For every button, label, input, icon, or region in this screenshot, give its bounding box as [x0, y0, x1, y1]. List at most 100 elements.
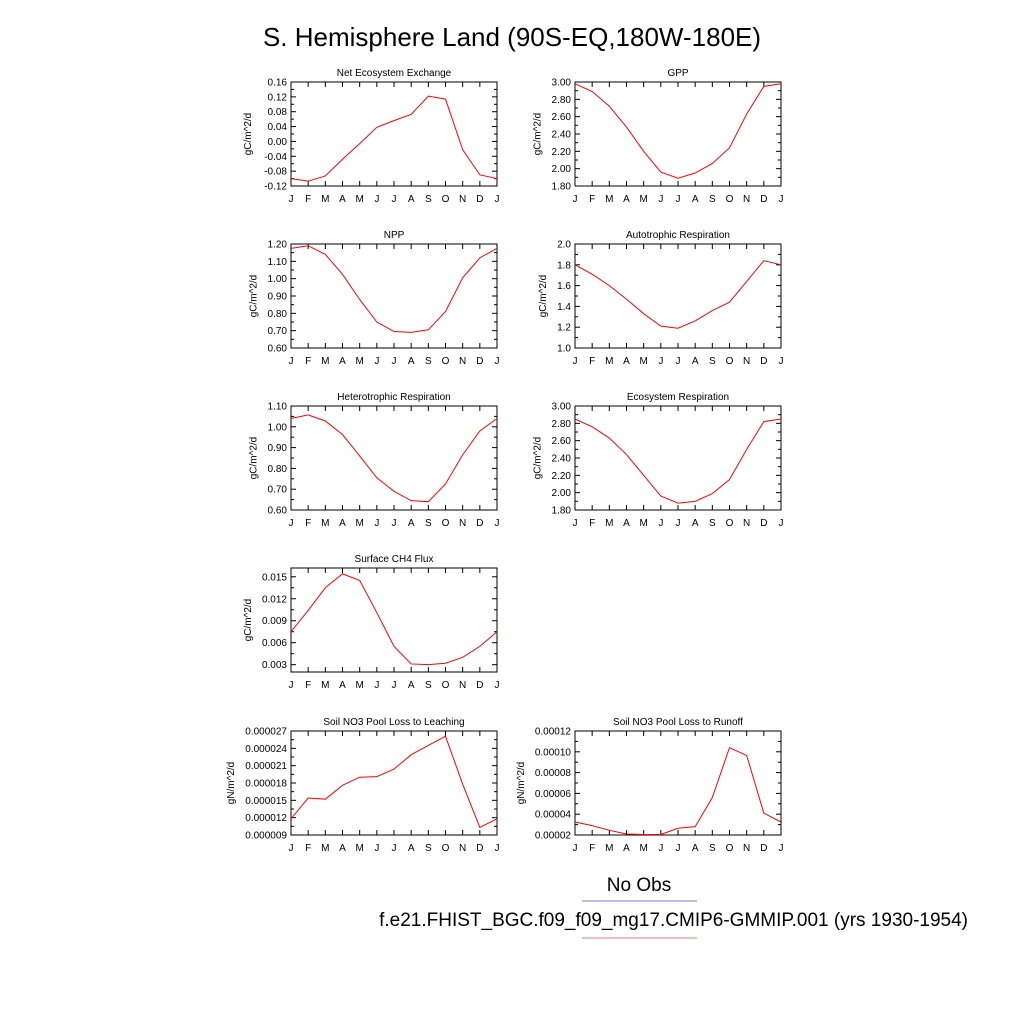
- x-tick-label: A: [339, 356, 346, 367]
- y-tick-label: 1.00: [268, 422, 288, 433]
- x-tick-label: J: [374, 518, 379, 529]
- x-tick-label: N: [459, 680, 466, 691]
- x-tick-label: M: [321, 356, 329, 367]
- x-tick-label: J: [392, 356, 397, 367]
- x-tick-label: M: [321, 518, 329, 529]
- x-tick-label: J: [374, 356, 379, 367]
- x-tick-label: D: [476, 356, 483, 367]
- series-line: [574, 418, 782, 504]
- x-tick-label: O: [442, 194, 450, 205]
- y-tick-label: 0.16: [268, 78, 288, 89]
- x-tick-label: M: [321, 843, 329, 854]
- x-tick-label: J: [495, 843, 500, 854]
- x-tick-label: D: [476, 194, 483, 205]
- series-line: [574, 746, 782, 835]
- y-tick-label: 0.00: [268, 137, 288, 148]
- y-tick-label: 0.000027: [245, 727, 287, 738]
- figure-title: S. Hemisphere Land (90S-EQ,180W-180E): [263, 22, 761, 52]
- x-tick-label: M: [355, 843, 363, 854]
- x-tick-label: O: [726, 194, 734, 205]
- y-tick-label: 0.12: [268, 92, 288, 103]
- x-tick-label: S: [425, 518, 432, 529]
- x-tick-label: J: [779, 356, 784, 367]
- y-tick-label: 2.20: [552, 471, 572, 482]
- x-tick-label: A: [623, 518, 630, 529]
- y-tick-label: 0.009: [262, 616, 287, 627]
- y-tick-label: 1.10: [268, 257, 288, 268]
- x-tick-label: M: [355, 194, 363, 205]
- x-tick-label: J: [495, 680, 500, 691]
- panel-title: Autotrophic Respiration: [626, 230, 730, 241]
- x-tick-label: S: [709, 356, 716, 367]
- x-tick-label: O: [442, 356, 450, 367]
- x-tick-label: J: [658, 194, 663, 205]
- x-tick-label: S: [709, 843, 716, 854]
- x-tick-label: M: [355, 518, 363, 529]
- x-tick-label: O: [726, 518, 734, 529]
- x-tick-label: M: [605, 194, 613, 205]
- y-tick-label: 2.20: [552, 147, 572, 158]
- y-tick-label: 2.40: [552, 454, 572, 465]
- x-tick-label: D: [760, 194, 767, 205]
- y-tick-label: 0.00010: [535, 747, 572, 758]
- y-tick-label: 1.00: [268, 274, 288, 285]
- y-tick-label: 2.60: [552, 112, 572, 123]
- x-tick-label: N: [459, 194, 466, 205]
- panel-title: NPP: [384, 230, 405, 241]
- plot-frame: [290, 567, 498, 673]
- x-tick-label: F: [305, 194, 311, 205]
- x-tick-label: M: [321, 194, 329, 205]
- y-tick-label: 0.04: [268, 122, 288, 133]
- x-tick-label: D: [760, 356, 767, 367]
- series-line: [290, 573, 498, 666]
- x-tick-label: D: [476, 843, 483, 854]
- x-tick-label: N: [743, 356, 750, 367]
- x-tick-label: M: [605, 356, 613, 367]
- y-tick-label: 0.000018: [245, 779, 287, 790]
- panel-title: Heterotrophic Respiration: [337, 392, 450, 403]
- y-tick-label: 1.4: [557, 302, 571, 313]
- x-tick-label: D: [760, 518, 767, 529]
- y-tick-label: 1.6: [557, 281, 571, 292]
- x-tick-label: J: [676, 356, 681, 367]
- x-tick-label: O: [726, 843, 734, 854]
- x-tick-label: S: [709, 518, 716, 529]
- y-tick-label: 0.000015: [245, 796, 287, 807]
- plot-frame: [574, 81, 782, 187]
- x-tick-label: A: [408, 680, 415, 691]
- x-tick-label: J: [658, 356, 663, 367]
- y-tick-label: 0.80: [268, 309, 288, 320]
- y-axis-label: gC/m^2/d: [538, 275, 549, 318]
- x-tick-label: O: [442, 680, 450, 691]
- x-tick-label: J: [374, 843, 379, 854]
- x-tick-label: O: [442, 843, 450, 854]
- panel-title: Surface CH4 Flux: [355, 554, 434, 565]
- x-tick-label: J: [676, 843, 681, 854]
- y-axis-label: gC/m^2/d: [249, 437, 260, 480]
- y-tick-label: 1.10: [268, 402, 288, 413]
- x-tick-label: J: [392, 843, 397, 854]
- x-tick-label: A: [692, 518, 699, 529]
- x-tick-label: N: [743, 194, 750, 205]
- y-tick-label: 0.60: [268, 506, 288, 517]
- x-tick-label: A: [692, 356, 699, 367]
- y-tick-label: -0.04: [264, 152, 287, 163]
- x-tick-label: F: [589, 518, 595, 529]
- y-tick-label: 0.90: [268, 292, 288, 303]
- x-tick-label: J: [289, 518, 294, 529]
- x-tick-label: J: [573, 356, 578, 367]
- x-tick-label: A: [408, 518, 415, 529]
- x-tick-label: N: [743, 843, 750, 854]
- y-tick-label: 0.00008: [535, 768, 572, 779]
- x-tick-label: A: [408, 356, 415, 367]
- series-line: [290, 414, 498, 503]
- x-tick-label: A: [692, 194, 699, 205]
- y-tick-label: 2.80: [552, 95, 572, 106]
- series-line: [574, 260, 782, 329]
- x-tick-label: S: [425, 843, 432, 854]
- series-line: [290, 245, 498, 333]
